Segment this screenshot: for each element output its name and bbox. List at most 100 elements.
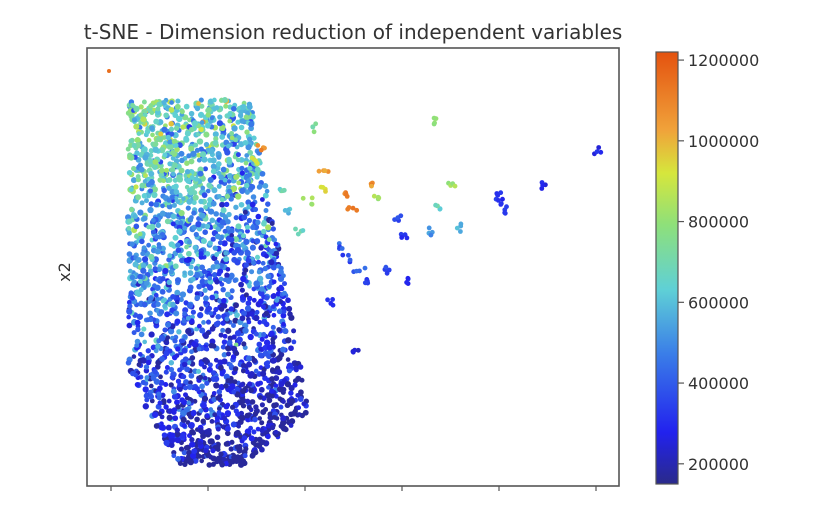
scatter-point: [187, 302, 194, 309]
scatter-point: [230, 354, 237, 360]
scatter-point: [176, 228, 183, 235]
scatter-point: [180, 124, 186, 130]
scatter-point: [171, 354, 178, 361]
scatter-point: [207, 284, 214, 291]
scatter-point: [249, 244, 256, 251]
scatter-point: [170, 293, 176, 300]
scatter-point: [196, 138, 204, 145]
scatter-point: [254, 254, 261, 260]
scatter-point: [299, 377, 305, 383]
scatter-point: [165, 134, 172, 141]
scatter-point: [285, 207, 291, 213]
scatter-point: [270, 340, 276, 346]
scatter-point: [246, 178, 251, 184]
scatter-point: [383, 264, 389, 270]
scatter-point: [131, 354, 137, 359]
scatter-point: [233, 173, 240, 181]
scatter-point: [174, 437, 181, 444]
scatter-point: [265, 224, 272, 231]
scatter-point: [200, 402, 207, 409]
scatter-point: [199, 278, 206, 285]
scatter-point: [176, 142, 183, 149]
scatter-point: [165, 321, 172, 328]
scatter-point: [270, 226, 276, 232]
scatter-point: [205, 319, 212, 325]
scatter-point: [224, 316, 230, 322]
scatter-point: [129, 274, 136, 281]
scatter-point: [238, 124, 245, 131]
scatter-point: [219, 134, 226, 140]
scatter-point: [243, 262, 250, 268]
scatter-point: [261, 331, 267, 338]
scatter-point: [276, 354, 283, 362]
scatter-point: [253, 331, 259, 337]
scatter-point: [155, 301, 161, 307]
scatter-point: [190, 309, 196, 315]
scatter-point: [217, 359, 224, 366]
scatter-point: [240, 362, 247, 369]
scatter-point: [224, 149, 231, 156]
scatter-point: [234, 259, 241, 266]
scatter-point: [183, 300, 189, 306]
scatter-point: [223, 103, 229, 109]
scatter-point: [225, 143, 231, 149]
scatter-point: [175, 98, 181, 104]
scatter-point: [242, 209, 248, 215]
scatter-point: [208, 438, 214, 445]
scatter-point: [270, 264, 277, 271]
scatter-point: [264, 253, 269, 259]
scatter-point: [202, 375, 208, 381]
scatter-point: [130, 177, 137, 184]
scatter-point: [270, 358, 276, 364]
scatter-point: [149, 125, 155, 131]
scatter-point: [235, 152, 241, 158]
colorbar-tick-label: 1200000: [688, 51, 759, 70]
scatter-point: [126, 170, 133, 176]
scatter-point: [211, 343, 217, 349]
scatter-point: [178, 167, 185, 174]
scatter-point: [157, 400, 163, 406]
scatter-point: [191, 120, 199, 127]
scatter-point: [221, 97, 228, 104]
scatter-point: [154, 296, 161, 302]
scatter-point: [240, 388, 247, 395]
scatter-point: [183, 445, 190, 451]
scatter-point: [240, 403, 247, 409]
scatter-point: [295, 231, 301, 237]
scatter-point: [216, 193, 222, 199]
scatter-point: [258, 147, 264, 153]
scatter-point: [398, 213, 404, 219]
scatter-point: [204, 380, 210, 386]
scatter-point: [173, 183, 179, 190]
scatter-point: [199, 103, 205, 109]
scatter-point: [158, 335, 166, 342]
scatter-point: [162, 267, 169, 275]
scatter-point: [212, 412, 218, 418]
scatter-point: [369, 183, 374, 189]
scatter-point: [286, 362, 293, 369]
scatter-point: [175, 242, 181, 248]
scatter-point: [186, 153, 192, 159]
scatter-point: [210, 163, 217, 170]
scatter-point: [165, 212, 171, 218]
scatter-point: [192, 194, 199, 201]
scatter-point: [239, 118, 245, 124]
scatter-point: [269, 388, 275, 394]
scatter-point: [234, 330, 242, 337]
scatter-point: [399, 235, 405, 240]
scatter-point: [225, 266, 231, 272]
scatter-point: [175, 404, 181, 410]
scatter-point: [296, 412, 302, 417]
scatter-point: [177, 367, 183, 373]
scatter-point: [136, 362, 142, 368]
scatter-point: [211, 272, 218, 278]
scatter-point: [137, 351, 143, 357]
scatter-point: [262, 192, 269, 199]
scatter-point: [240, 103, 247, 111]
scatter-point: [264, 188, 270, 194]
scatter-point: [149, 110, 155, 116]
scatter-point: [135, 174, 141, 180]
scatter-point: [168, 366, 175, 373]
scatter-point: [245, 300, 252, 307]
scatter-point: [262, 265, 268, 272]
